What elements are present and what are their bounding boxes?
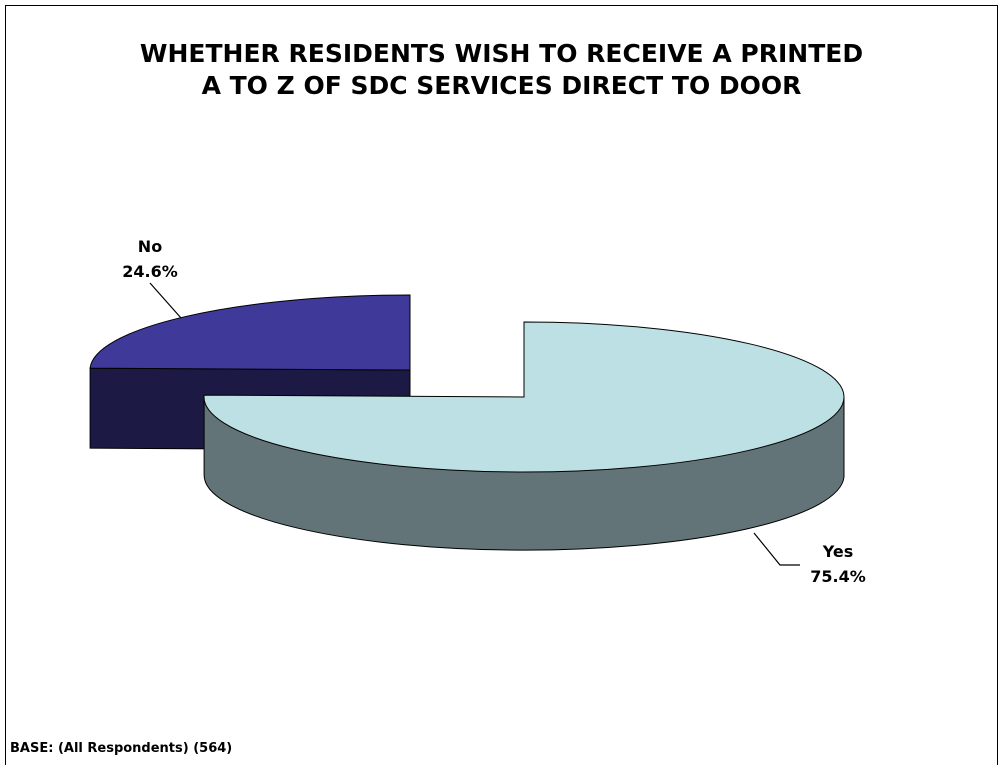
- leader-line-yes: [753, 532, 800, 566]
- base-note: BASE: (All Respondents) (564): [10, 741, 233, 756]
- pie-slice-no: [89, 294, 411, 371]
- chart-title: WHETHER RESIDENTS WISH TO RECEIVE A PRIN…: [0, 38, 1003, 102]
- chart-title-line-2: A TO Z OF SDC SERVICES DIRECT TO DOOR: [201, 71, 802, 100]
- label-no-name: No: [138, 237, 162, 256]
- pie-slice-yes: [203, 321, 845, 473]
- leader-line-no: [149, 282, 182, 319]
- label-no-value: 24.6%: [122, 262, 178, 281]
- label-yes-value: 75.4%: [810, 567, 866, 586]
- label-yes-name: Yes: [822, 542, 854, 561]
- chart-frame: [5, 5, 998, 765]
- chart-title-line-1: WHETHER RESIDENTS WISH TO RECEIVE A PRIN…: [139, 39, 864, 68]
